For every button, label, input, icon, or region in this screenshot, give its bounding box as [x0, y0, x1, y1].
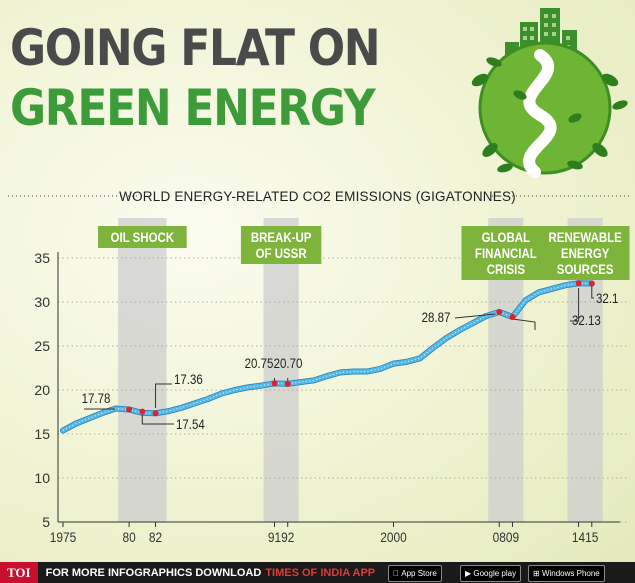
annotation-label-0: OIL SHOCK	[111, 229, 175, 245]
windows-phone-badge[interactable]: ⊞ Windows Phone	[528, 565, 605, 582]
data-point-1981	[139, 408, 146, 415]
data-point-1982	[152, 410, 159, 417]
green-globe-icon	[471, 8, 628, 178]
x-tick-label: 82	[149, 529, 162, 545]
windows-phone-label-2: Phone	[576, 569, 600, 578]
annotation-box-0	[97, 226, 187, 248]
annotation-label-1: BREAK-UP	[251, 229, 312, 245]
data-label-1981: 17.54	[176, 416, 205, 432]
google-play-badge[interactable]: ▶ Google play	[460, 565, 522, 582]
data-label-2015: 32.1	[596, 290, 618, 306]
app-store-label: App Store	[393, 569, 437, 578]
x-tick-label: 15	[585, 529, 598, 545]
y-tick-label: 5	[42, 514, 50, 530]
x-tick-label: 91	[268, 529, 281, 545]
data-point-1980	[126, 406, 133, 413]
app-store-badge[interactable]:  App Store	[388, 565, 442, 582]
annotation-box-2	[461, 226, 551, 280]
data-point-1991	[271, 380, 278, 387]
y-tick-label: 20	[34, 382, 50, 398]
data-label-1991: 20.75	[245, 355, 274, 371]
x-tick-label: 09	[506, 529, 519, 545]
x-tick-label: 92	[281, 529, 294, 545]
x-tick-label: 14	[572, 529, 585, 545]
series-line	[60, 281, 595, 433]
annotation-box-3	[540, 226, 630, 280]
annotation-box-1	[240, 226, 322, 264]
y-tick-label: 35	[34, 250, 50, 266]
data-point-1992	[284, 380, 291, 387]
annotation-band-0	[118, 218, 167, 522]
data-label-2008: 28.87	[422, 309, 451, 325]
x-tick-label: 2000	[380, 529, 406, 545]
annotation-label-3: RENEWABLE	[549, 229, 623, 245]
callout-leader	[141, 412, 174, 425]
data-label-1992: 20.70	[274, 355, 303, 371]
data-point-2015	[588, 280, 595, 287]
data-point-2008	[496, 308, 503, 315]
toi-logo: TOI	[0, 562, 38, 583]
callout-leader-2009	[512, 318, 536, 330]
title-line-2: GREEN ENERGY	[10, 79, 376, 137]
callout-leader	[591, 286, 594, 299]
callout-leader	[454, 313, 496, 319]
windows-phone-label: Windows	[541, 569, 575, 578]
y-tick-label: 10	[34, 470, 50, 486]
data-point-2014	[575, 280, 582, 287]
data-label-1980: 17.78	[82, 390, 111, 406]
x-tick-label: 1975	[50, 529, 76, 545]
google-play-label: Google play	[473, 569, 517, 578]
data-label-2014: 32.13	[572, 312, 601, 328]
annotation-label-3: SOURCES	[557, 261, 614, 277]
callout-leader	[155, 383, 172, 408]
y-tick-label: 15	[34, 426, 50, 442]
title-line-1: GOING FLAT ON	[10, 19, 381, 77]
callout-leader	[570, 288, 580, 322]
x-tick-label: 80	[122, 529, 135, 545]
chart-subtitle: WORLD ENERGY-RELATED CO2 EMISSIONS (GIGA…	[119, 189, 516, 204]
annotation-label-1: OF USSR	[256, 245, 307, 261]
data-point-2009	[509, 313, 516, 320]
footer-app-name[interactable]: TIMES OF INDIA APP	[265, 566, 376, 579]
footer-text: FOR MORE INFOGRAPHICS DOWNLOAD	[45, 566, 262, 579]
annotation-label-3: ENERGY	[561, 245, 610, 261]
data-label-1982: 17.36	[174, 371, 203, 387]
annotation-band-1	[263, 218, 299, 522]
annotation-label-2: CRISIS	[487, 261, 526, 277]
annotation-label-2: FINANCIAL	[475, 245, 537, 261]
y-tick-label: 25	[34, 338, 50, 354]
annotation-label-2: GLOBAL	[482, 229, 531, 245]
x-tick-label: 08	[493, 529, 506, 545]
y-tick-label: 30	[34, 294, 50, 310]
